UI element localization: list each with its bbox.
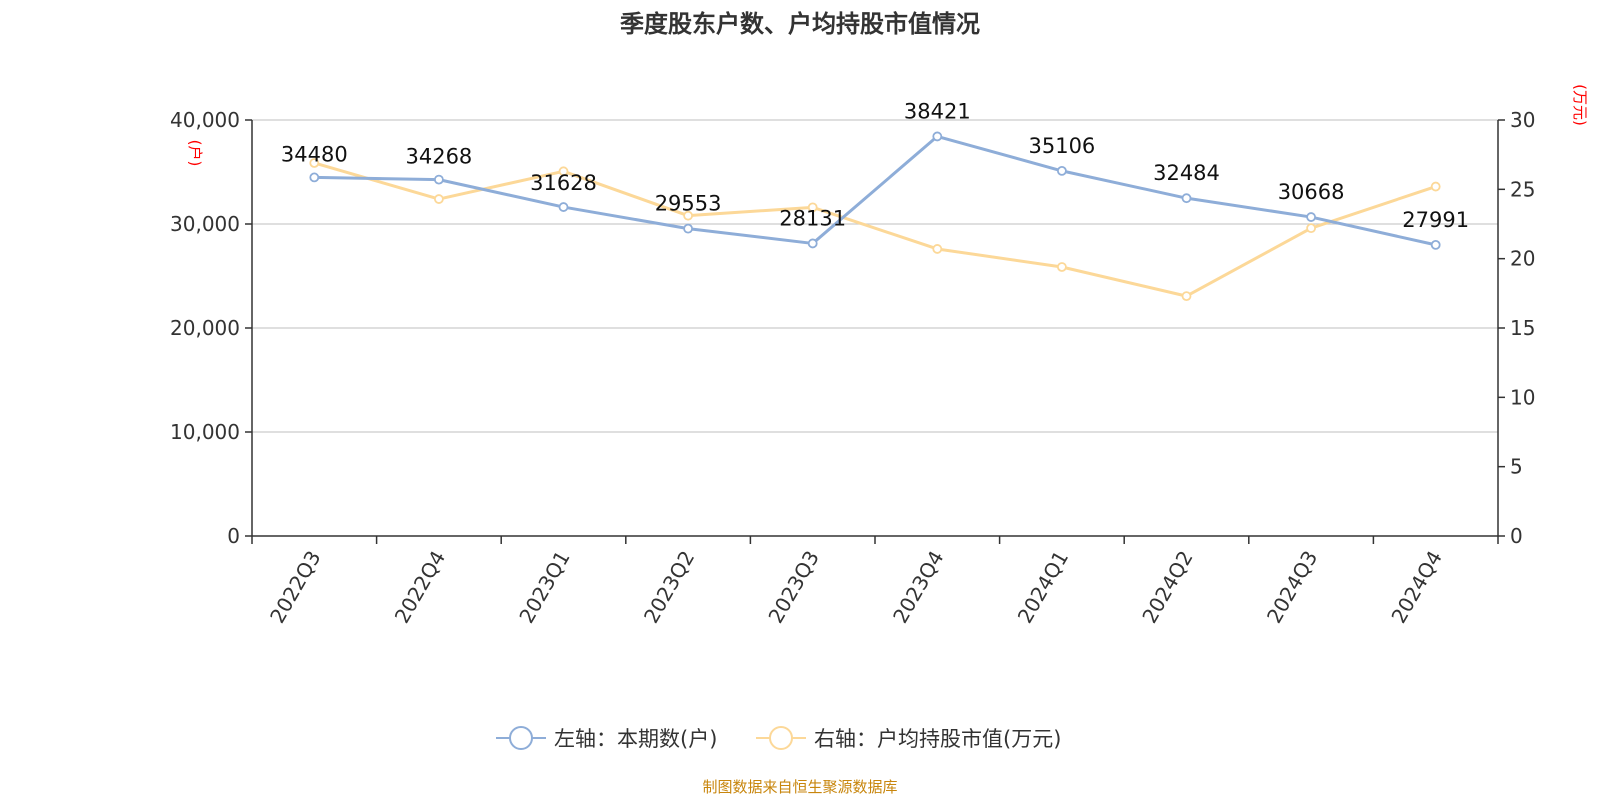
data-point xyxy=(433,174,444,185)
left-tick-label: 0 xyxy=(227,524,240,548)
legend[interactable]: 左轴：本期数(户) 右轴：户均持股市值(万元) xyxy=(496,726,1061,751)
chart-title: 季度股东户数、户均持股市值情况 xyxy=(620,10,980,38)
left-tick-label: 40,000 xyxy=(170,108,240,132)
left-axis-unit: (户) xyxy=(186,140,204,167)
data-label: 32484 xyxy=(1153,161,1220,185)
legend-marker xyxy=(769,726,793,750)
right-tick-label: 0 xyxy=(1510,524,1523,548)
data-point xyxy=(807,202,818,213)
data-label: 29553 xyxy=(655,192,722,216)
x-tick-label: 2022Q4 xyxy=(390,547,450,628)
legend-marker xyxy=(509,726,533,750)
right-tick-label: 15 xyxy=(1510,316,1535,340)
data-point xyxy=(807,238,818,249)
legend-item[interactable]: 右轴：户均持股市值(万元) xyxy=(756,726,1061,751)
data-point xyxy=(1306,212,1316,222)
x-tick-label: 2024Q4 xyxy=(1386,547,1446,628)
data-point xyxy=(1057,165,1067,176)
left-tick-label: 10,000 xyxy=(170,420,240,444)
data-point xyxy=(932,244,943,254)
left-tick-label: 20,000 xyxy=(170,316,240,340)
data-point xyxy=(558,202,569,212)
x-tick-label: 2022Q3 xyxy=(265,547,325,628)
data-point xyxy=(309,158,320,168)
data-label: 28131 xyxy=(779,206,846,230)
grid-lines xyxy=(252,119,1498,433)
x-tick-label: 2023Q2 xyxy=(639,547,699,628)
data-label: 31628 xyxy=(530,171,597,195)
series-line xyxy=(314,134,1437,247)
x-tick-label: 2023Q4 xyxy=(888,547,948,628)
right-tick-label: 25 xyxy=(1510,177,1535,201)
data-label: 30668 xyxy=(1278,180,1345,204)
right-tick-label: 30 xyxy=(1510,108,1535,132)
data-point xyxy=(1430,181,1441,192)
data-point xyxy=(309,172,320,183)
legend-label: 左轴：本期数(户) xyxy=(554,727,717,751)
x-tick-label: 2023Q1 xyxy=(514,547,574,628)
data-point xyxy=(932,131,943,142)
x-tick-label: 2023Q3 xyxy=(763,547,823,628)
source-note: 制图数据来自恒生聚源数据库 xyxy=(702,778,897,796)
data-point xyxy=(1306,223,1316,234)
data-point xyxy=(683,223,693,234)
legend-item[interactable]: 左轴：本期数(户) xyxy=(496,726,717,751)
data-point xyxy=(1181,291,1192,302)
right-tick-label: 10 xyxy=(1510,385,1535,409)
x-tick-label: 2024Q2 xyxy=(1137,547,1197,628)
series-line xyxy=(313,161,1437,298)
right-tick-label: 20 xyxy=(1510,247,1535,271)
x-tick-label: 2024Q3 xyxy=(1262,547,1322,628)
data-point xyxy=(1181,193,1192,204)
x-tick-label: 2024Q1 xyxy=(1013,547,1073,628)
left-tick-label: 30,000 xyxy=(170,212,240,236)
data-label: 27991 xyxy=(1402,208,1469,232)
data-label: 35106 xyxy=(1028,134,1095,158)
right-tick-label: 5 xyxy=(1510,455,1523,479)
data-label-layer: 34480 34268 31628 29553 28131 38421 35106 32484… xyxy=(281,99,1469,231)
data-point xyxy=(1057,262,1067,272)
data-point xyxy=(558,166,569,177)
data-label: 34480 xyxy=(281,142,348,166)
series-layer xyxy=(309,131,1441,302)
data-point xyxy=(433,194,444,204)
data-point xyxy=(683,210,693,221)
right-axis-unit: (万元) xyxy=(1571,84,1589,126)
data-label: 34268 xyxy=(405,145,472,169)
data-point xyxy=(1430,239,1441,250)
legend-label: 右轴：户均持股市值(万元) xyxy=(814,727,1061,751)
data-label: 38421 xyxy=(904,99,971,123)
